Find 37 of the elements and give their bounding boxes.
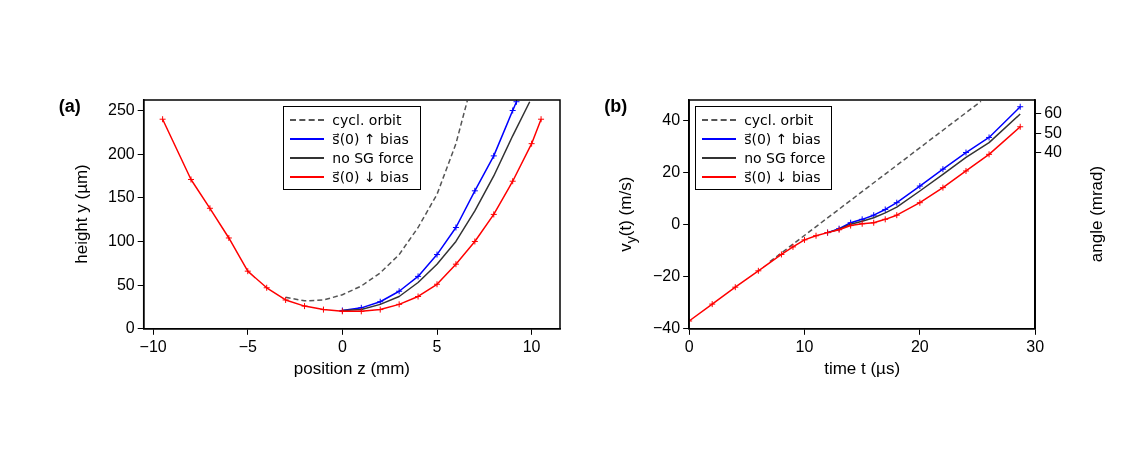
y-tick-label: 50 — [116, 275, 135, 293]
x-tick-label: 20 — [910, 337, 929, 355]
x-tick-label: 0 — [337, 337, 347, 355]
x-tick-label: 10 — [795, 337, 814, 355]
y-tick-label: 0 — [125, 319, 135, 337]
x-tick-label: −5 — [238, 337, 257, 355]
legend-label: cycl. orbit — [744, 111, 814, 128]
legend-label: s⃗(0) ↓ bias — [332, 168, 409, 185]
x-tick-label: 5 — [432, 337, 442, 355]
legend-label: s⃗(0) ↑ bias — [744, 130, 821, 147]
x-tick-label: 30 — [1026, 337, 1045, 355]
y2-tick-label: 60 — [1044, 104, 1063, 122]
chart-title: (a) — [58, 96, 81, 117]
x-tick-label: 10 — [522, 337, 541, 355]
legend-label: no SG force — [332, 149, 414, 166]
y-tick-label: 0 — [671, 215, 681, 233]
y-tick-label: 250 — [107, 100, 135, 118]
y2-tick-label: 50 — [1044, 123, 1063, 141]
legend-label: no SG force — [744, 149, 826, 166]
y-axis-title: height y (µm) — [71, 164, 92, 265]
y-tick-label: 20 — [662, 163, 681, 181]
chart-title: (b) — [604, 96, 628, 117]
y-tick-label: 40 — [662, 111, 681, 129]
y-tick-label: −20 — [653, 267, 681, 285]
y-tick-label: 150 — [107, 188, 135, 206]
y2-tick-label: 40 — [1044, 143, 1063, 161]
legend-label: s⃗(0) ↓ bias — [744, 168, 821, 185]
y2-axis-title: angle (mrad) — [1087, 166, 1108, 263]
y-tick-label: 200 — [107, 144, 135, 162]
y-tick-label: 100 — [107, 231, 135, 249]
x-tick-label: 0 — [684, 337, 694, 355]
x-axis-title: position z (mm) — [293, 358, 411, 379]
y-tick-label: −40 — [653, 319, 681, 337]
legend-label: s⃗(0) ↑ bias — [332, 130, 409, 147]
x-axis-title: time t (µs) — [824, 358, 901, 379]
legend-label: cycl. orbit — [332, 111, 402, 128]
x-tick-label: −10 — [139, 337, 167, 355]
